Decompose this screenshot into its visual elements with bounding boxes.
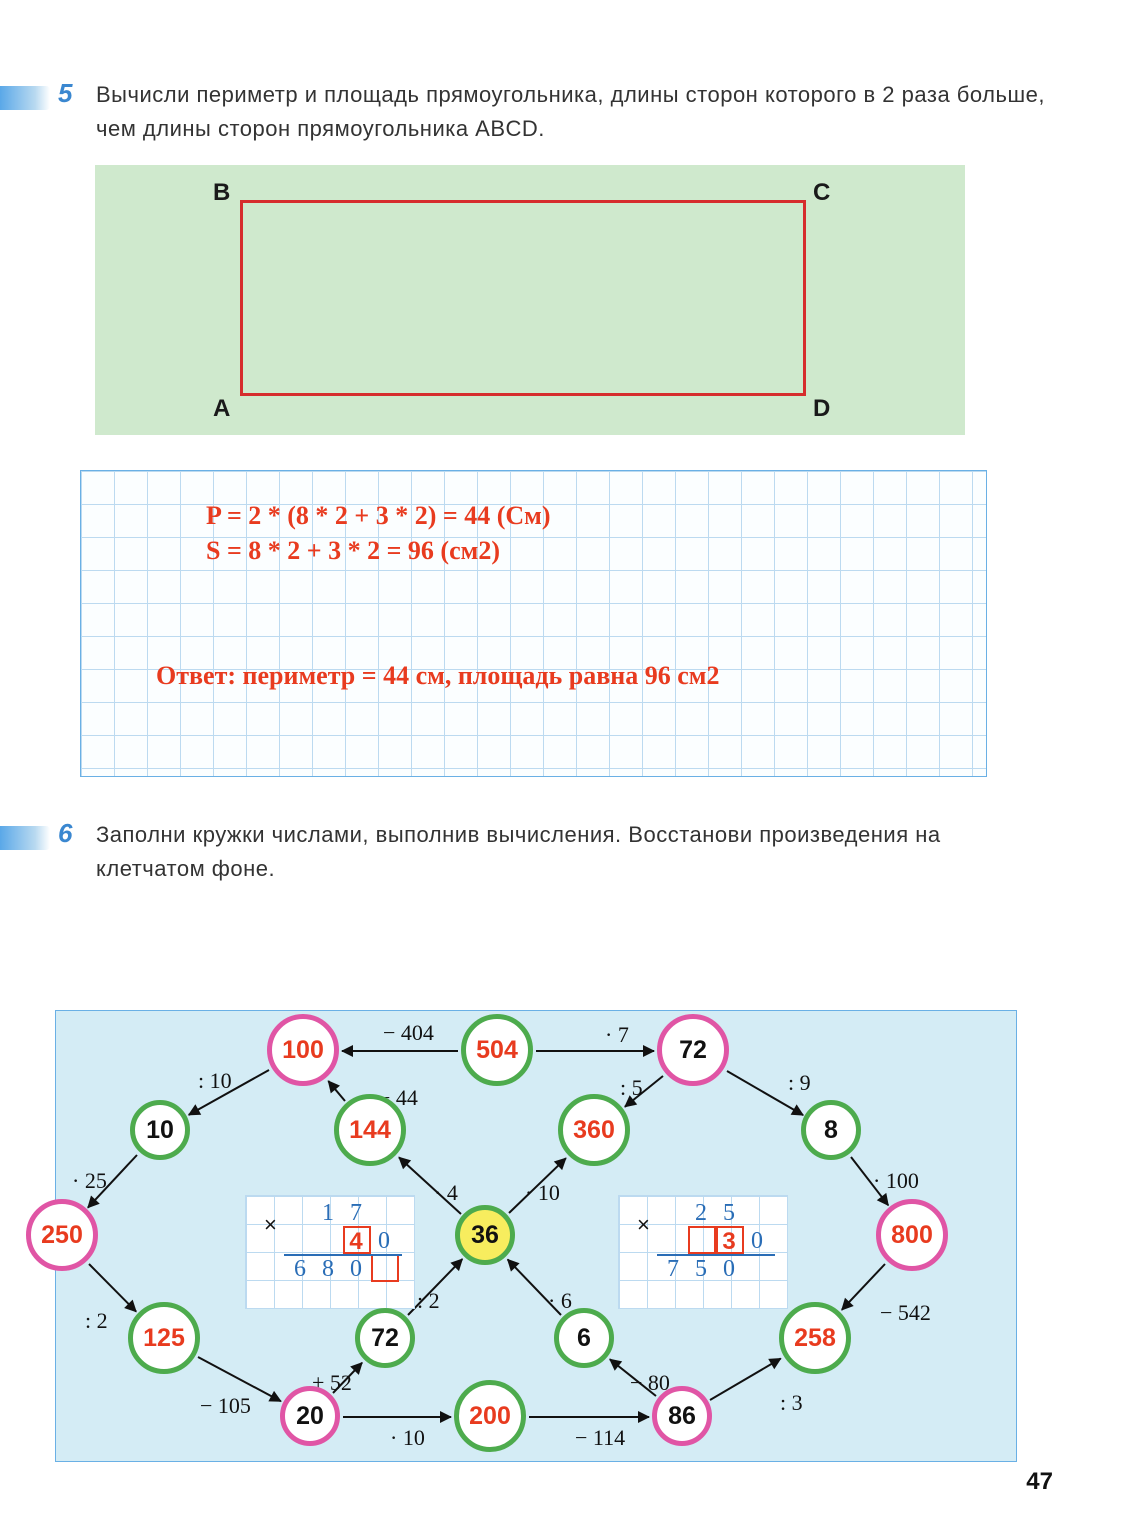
column-multiplication: 1740680× [245,1195,415,1309]
edge-label: − 542 [880,1300,931,1326]
arrow [536,1050,654,1052]
node-n100: 100 [267,1014,339,1086]
edge-label: − 114 [575,1425,625,1451]
page: 5 Вычисли периметр и площадь прямоугольн… [0,0,1133,1536]
node-n86: 86 [652,1386,712,1446]
node-n800: 800 [876,1199,948,1271]
node-n125: 125 [128,1302,200,1374]
arrow [342,1050,458,1052]
rectangle-abcd [240,200,806,396]
edge-label: : 9 [788,1070,811,1096]
label-b: B [213,179,230,207]
edge-label: − 105 [200,1393,251,1419]
edge-label: · 100 [873,1168,919,1194]
edge-label: − 404 [383,1020,434,1046]
node-n6: 6 [554,1308,614,1368]
tab-marker-5 [0,86,50,110]
node-n200: 200 [454,1380,526,1452]
node-n250: 250 [26,1199,98,1271]
question-number-5: 5 [58,78,72,109]
arrow [343,1416,451,1418]
edge-label: : 5 [620,1075,643,1101]
node-n258: 258 [779,1302,851,1374]
final-answer: Ответ: периметр = 44 см, площадь равна 9… [156,661,719,691]
arrow [529,1416,649,1418]
edge-label: : 3 [780,1390,803,1416]
node-n10: 10 [130,1100,190,1160]
question-text-6: Заполни кружки числами, выполнив вычисле… [96,818,1056,886]
work-line-2: S = 8 * 2 + 3 * 2 = 96 (см2) [206,536,500,566]
node-n504: 504 [461,1014,533,1086]
edge-label: : 10 [198,1068,232,1094]
node-n36: 36 [455,1205,515,1265]
edge-label: · 4 [434,1180,458,1206]
question-text-5: Вычисли периметр и площадь прямоугольник… [96,78,1056,146]
question-number-6: 6 [58,818,72,849]
node-n144: 144 [334,1094,406,1166]
tab-marker-6 [0,826,50,850]
edge-label: : 2 [417,1288,440,1314]
node-n72t: 72 [657,1014,729,1086]
work-line-1: P = 2 * (8 * 2 + 3 * 2) = 44 (См) [206,501,551,531]
rectangle-panel: B C A D [95,165,965,435]
edge-label: · 10 [390,1425,425,1451]
node-n72b: 72 [355,1308,415,1368]
edge-label: : 2 [85,1308,108,1334]
edge-label: · 25 [72,1168,107,1194]
label-d: D [813,395,830,423]
edge-label: · 7 [605,1022,629,1048]
node-n360: 360 [558,1094,630,1166]
page-number: 47 [1026,1468,1053,1496]
label-a: A [213,395,230,423]
node-n20: 20 [280,1386,340,1446]
answer-grid: P = 2 * (8 * 2 + 3 * 2) = 44 (См) S = 8 … [80,470,987,777]
label-c: C [813,179,830,207]
edge-label: · 10 [525,1180,560,1206]
node-n8: 8 [801,1100,861,1160]
column-multiplication: 2530750× [618,1195,788,1309]
edge-label: · 6 [548,1288,572,1314]
